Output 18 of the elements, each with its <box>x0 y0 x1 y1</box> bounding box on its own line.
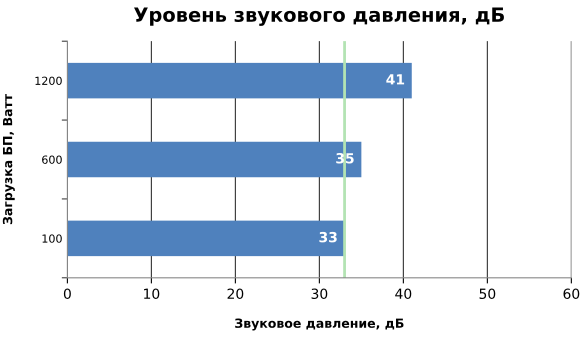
bar <box>67 62 412 98</box>
data-label: 33 <box>319 232 337 242</box>
x-tick-label: 20 <box>228 288 244 299</box>
bar <box>67 220 345 256</box>
y-tick-label: 1200 <box>35 76 62 85</box>
x-tick-label: 30 <box>312 288 328 299</box>
x-tick-label: 60 <box>563 288 580 299</box>
data-label: 41 <box>386 74 404 84</box>
y-tick-label: 600 <box>42 155 62 164</box>
y-axis-title: Загрузка БП, Ватт <box>2 94 15 224</box>
chart-title: Уровень звукового давления, дБ <box>134 8 504 26</box>
y-tick-label: 100 <box>42 234 62 243</box>
x-axis-title: Звуковое давление, дБ <box>235 318 404 330</box>
x-tick-label: 50 <box>480 288 496 299</box>
x-tick-label: 40 <box>395 288 412 299</box>
x-tick-label: 0 <box>64 288 71 299</box>
x-tick-label: 10 <box>144 288 160 299</box>
bar <box>67 142 362 178</box>
